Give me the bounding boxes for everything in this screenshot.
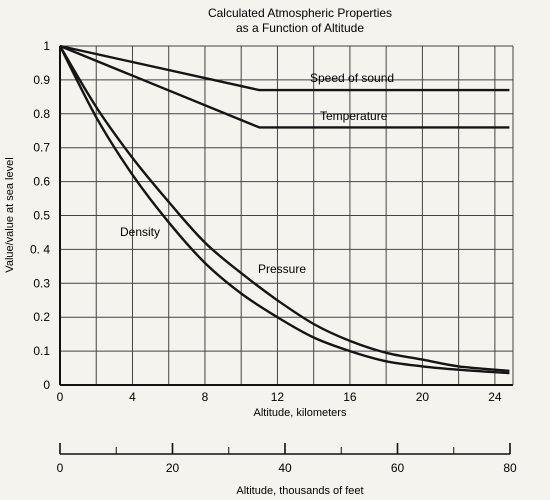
y-tick-label: 0.3 bbox=[33, 276, 50, 290]
series-line-temperature bbox=[59, 44, 510, 129]
y-tick-label: 0. 4 bbox=[30, 242, 50, 256]
x-tick-label: 24 bbox=[488, 390, 502, 404]
temperature-label: Temperature bbox=[320, 109, 388, 123]
y-tick-label: 0.7 bbox=[33, 141, 50, 155]
y-tick-label: 0.6 bbox=[33, 175, 50, 189]
x2-tick-label: 0 bbox=[57, 461, 64, 475]
tick-labels: 0 4 8 12 16 20 24 0 0.1 0.2 0.3 0. 4 0.5 0.6 0.7 0.8 0.9… bbox=[30, 39, 502, 404]
x2-tick-label: 60 bbox=[391, 461, 405, 475]
series-line-pressure bbox=[58, 45, 510, 375]
y-tick-label: 0.1 bbox=[33, 344, 50, 358]
x-tick-label: 4 bbox=[129, 390, 136, 404]
series-line-speed-of-sound bbox=[59, 44, 510, 92]
x-tick-label: 12 bbox=[271, 390, 285, 404]
x-tick-label: 16 bbox=[343, 390, 357, 404]
y-tick-label: 0.8 bbox=[33, 107, 50, 121]
y-axis-label: Value/value at sea level bbox=[4, 157, 16, 272]
curves bbox=[58, 44, 510, 375]
y-tick-label: 0 bbox=[43, 378, 50, 392]
speed-of-sound-label: Speed of sound bbox=[310, 71, 394, 85]
x2-tick-label: 20 bbox=[166, 461, 180, 475]
chart-title-line-1: Calculated Atmospheric Properties bbox=[208, 6, 392, 20]
x-tick-label: 0 bbox=[57, 390, 64, 404]
x-tick-label: 8 bbox=[202, 390, 209, 404]
y-tick-label: 1 bbox=[43, 39, 50, 53]
y-tick-label: 0.9 bbox=[33, 73, 50, 87]
grid bbox=[60, 45, 513, 385]
x2-axis-label: Altitude, thousands of feet bbox=[236, 485, 363, 497]
plot-frame bbox=[59, 46, 514, 386]
y-tick-label: 0.2 bbox=[33, 310, 50, 324]
y-tick-label: 0.5 bbox=[33, 209, 50, 223]
x-tick-label: 20 bbox=[416, 390, 430, 404]
pressure-label: Pressure bbox=[258, 262, 306, 276]
x-axis-label: Altitude, kilometers bbox=[254, 407, 347, 419]
x2-tick-label: 80 bbox=[503, 461, 517, 475]
series-line-density bbox=[58, 45, 510, 372]
secondary-axis: 0 20 40 60 80 bbox=[57, 443, 517, 475]
density-label: Density bbox=[120, 225, 160, 239]
chart-title-line-2: as a Function of Altitude bbox=[236, 21, 364, 35]
x2-tick-label: 40 bbox=[278, 461, 292, 475]
